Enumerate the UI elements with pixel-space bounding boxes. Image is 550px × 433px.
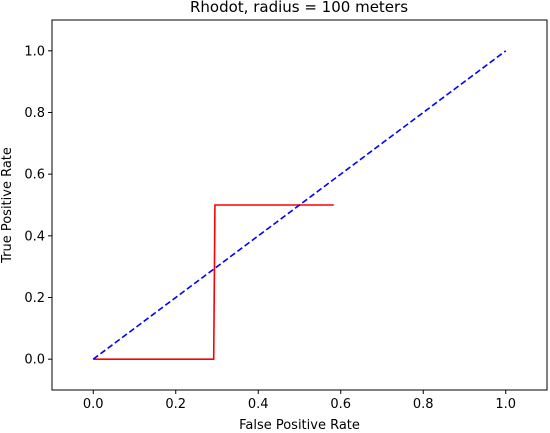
x-tick-label: 1.0 — [495, 397, 516, 412]
x-tick-label: 0.6 — [330, 397, 351, 412]
chart-title: Rhodot, radius = 100 meters — [190, 0, 408, 16]
y-tick-label: 0.6 — [24, 168, 45, 183]
x-axis: 0.0 0.2 0.4 0.6 0.8 1.0 — [83, 390, 516, 412]
x-tick-label: 0.8 — [413, 397, 434, 412]
y-axis: 0.0 0.2 0.4 0.6 0.8 1.0 — [24, 44, 52, 368]
series-line-0 — [93, 204, 334, 360]
y-tick-label: 0.4 — [24, 229, 45, 244]
plot-frame — [51, 19, 548, 391]
x-axis-label: False Positive Rate — [239, 418, 360, 433]
y-tick-label: 0.0 — [24, 353, 45, 368]
y-tick-label: 0.2 — [24, 291, 45, 306]
y-axis-label: True Positive Rate — [0, 147, 15, 264]
y-tick-label: 1.0 — [24, 44, 45, 59]
plot-area — [92, 50, 507, 360]
x-tick-label: 0.2 — [165, 397, 186, 412]
x-tick-label: 0.0 — [83, 397, 104, 412]
x-tick-label: 0.4 — [248, 397, 269, 412]
y-tick-label: 0.8 — [24, 106, 45, 121]
series-line-1 — [92, 50, 507, 360]
